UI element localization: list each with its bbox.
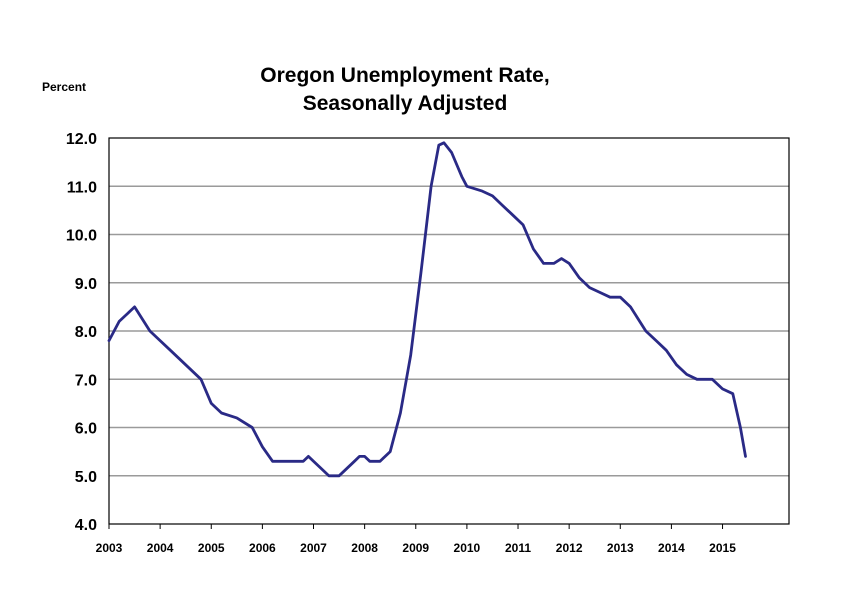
x-tick-label: 2011 xyxy=(505,541,531,555)
y-tick-label: 11.0 xyxy=(67,179,97,196)
plot-frame xyxy=(108,137,790,525)
chart-title-line1: Oregon Unemployment Rate, xyxy=(260,64,549,87)
y-tick-label: 10.0 xyxy=(66,228,97,245)
gridlines xyxy=(109,185,789,477)
x-tick-label: 2003 xyxy=(96,541,123,555)
x-tick-label: 2007 xyxy=(300,541,327,555)
y-axis-unit-label: Percent xyxy=(42,80,86,94)
chart-title-line2: Seasonally Adjusted xyxy=(303,92,508,115)
x-tick-label: 2008 xyxy=(351,541,378,555)
series-line-unemployment-rate xyxy=(107,141,747,478)
x-tick-label: 2015 xyxy=(709,541,736,555)
x-tick-label: 2004 xyxy=(147,541,174,555)
y-tick-label: 5.0 xyxy=(75,469,97,486)
y-tick-label: 4.0 xyxy=(75,517,97,534)
y-tick-label: 8.0 xyxy=(75,324,97,341)
x-tick-label: 2010 xyxy=(454,541,481,555)
x-tick-label: 2013 xyxy=(607,541,634,555)
series-layer xyxy=(107,141,747,478)
x-tick-label: 2012 xyxy=(556,541,583,555)
x-tick-label: 2005 xyxy=(198,541,225,555)
x-tick-label: 2014 xyxy=(658,541,685,555)
x-tick-label: 2009 xyxy=(402,541,429,555)
y-tick-label: 9.0 xyxy=(75,276,97,293)
y-axis-ticks: 12.0 11.0 10.0 9.0 8.0 7.0 6.0 5.0 4.0 xyxy=(66,131,97,534)
y-tick-label: 6.0 xyxy=(75,421,97,438)
x-tick-label: 2006 xyxy=(249,541,276,555)
y-tick-label: 7.0 xyxy=(75,372,97,389)
y-tick-label: 12.0 xyxy=(66,131,97,148)
x-axis-ticks: 2003 2004 2005 2006 2007 2008 2009 2010 2011 2012… xyxy=(96,524,736,555)
